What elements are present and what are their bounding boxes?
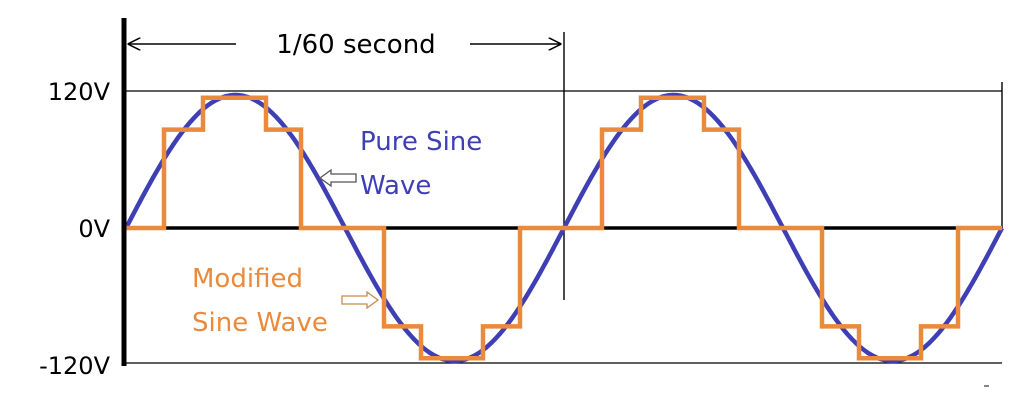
- pure-sine-pointer-arrow-icon: [318, 168, 357, 188]
- tick-label-0v: 0V: [78, 215, 110, 243]
- modified-sine-label-line-1: Modified: [192, 264, 303, 294]
- modified-sine-pointer-arrow-icon: [341, 290, 380, 310]
- pure-sine-label-line-1: Pure Sine: [360, 127, 482, 157]
- pure-sine-label-line-2: Wave: [360, 171, 431, 201]
- tick-label-neg120v: -120V: [39, 352, 110, 380]
- modified-sine-label-line-2: Sine Wave: [192, 308, 328, 338]
- period-label: 1/60 second: [276, 30, 435, 60]
- tick-label-120v: 120V: [48, 78, 111, 106]
- modified-sine-wave: [126, 95, 1002, 361]
